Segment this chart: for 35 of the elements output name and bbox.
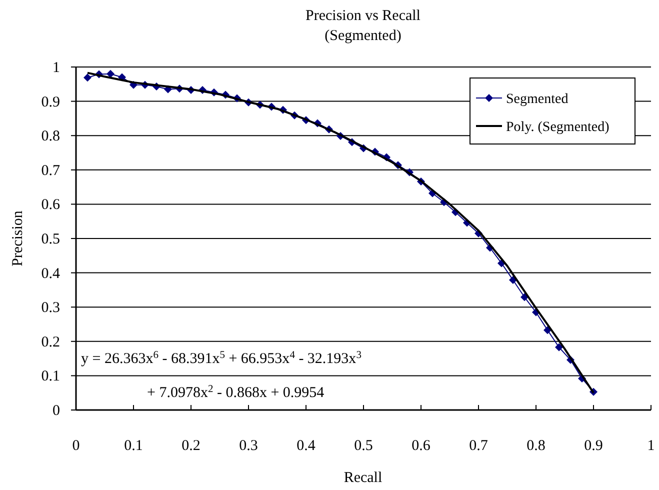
x-tick-label: 0.1 xyxy=(124,438,143,454)
y-tick-label: 0.1 xyxy=(41,368,60,385)
chart-subtitle: (Segmented) xyxy=(324,28,402,44)
x-tick-label: 0.6 xyxy=(412,438,431,454)
x-tick-label: 0.9 xyxy=(584,438,603,454)
y-tick-label: 0.4 xyxy=(41,266,60,282)
y-tick-label: 0.7 xyxy=(41,162,60,179)
legend-label: Segmented xyxy=(506,92,568,107)
legend-label: Poly. (Segmented) xyxy=(506,120,610,135)
x-tick-label: 0.8 xyxy=(526,438,546,454)
chart-title: Precision vs Recall xyxy=(306,8,420,24)
y-tick-label: 0.3 xyxy=(41,300,60,316)
x-tick-label: 1 xyxy=(647,438,655,454)
x-axis-title: Recall xyxy=(344,470,382,486)
x-tick-label: 0.2 xyxy=(182,438,200,454)
y-tick-label: 0.8 xyxy=(41,128,60,145)
x-tick-label: 0 xyxy=(72,438,80,454)
annotation: + 7.0978x$^{2}$ - 0.868x + 0.9954 xyxy=(147,384,325,401)
x-tick-label: 0.7 xyxy=(469,438,488,454)
y-tick-label: 1 xyxy=(52,60,60,76)
y-tick-label: 0 xyxy=(52,403,60,419)
y-tick-label: 0.2 xyxy=(41,334,60,350)
x-tick-label: 0.5 xyxy=(354,438,373,454)
x-tick-label: 0.4 xyxy=(296,438,316,454)
x-tick-label: 0.3 xyxy=(239,438,258,454)
point xyxy=(84,74,92,82)
point xyxy=(106,70,114,78)
point xyxy=(520,293,528,302)
y-tick-label: 0.6 xyxy=(41,197,60,214)
y-tick-label: 0.9 xyxy=(41,94,60,110)
y-tick-label: 0.5 xyxy=(41,232,60,248)
annotation: y = 26.363x$^{6}$ - 68.391x$^{5}$ + 66.953x$^{4}$ - 32.193x$^{3}$ xyxy=(81,350,362,367)
y-axis-title: Precision xyxy=(10,210,26,266)
point xyxy=(544,326,552,334)
point xyxy=(555,343,563,352)
